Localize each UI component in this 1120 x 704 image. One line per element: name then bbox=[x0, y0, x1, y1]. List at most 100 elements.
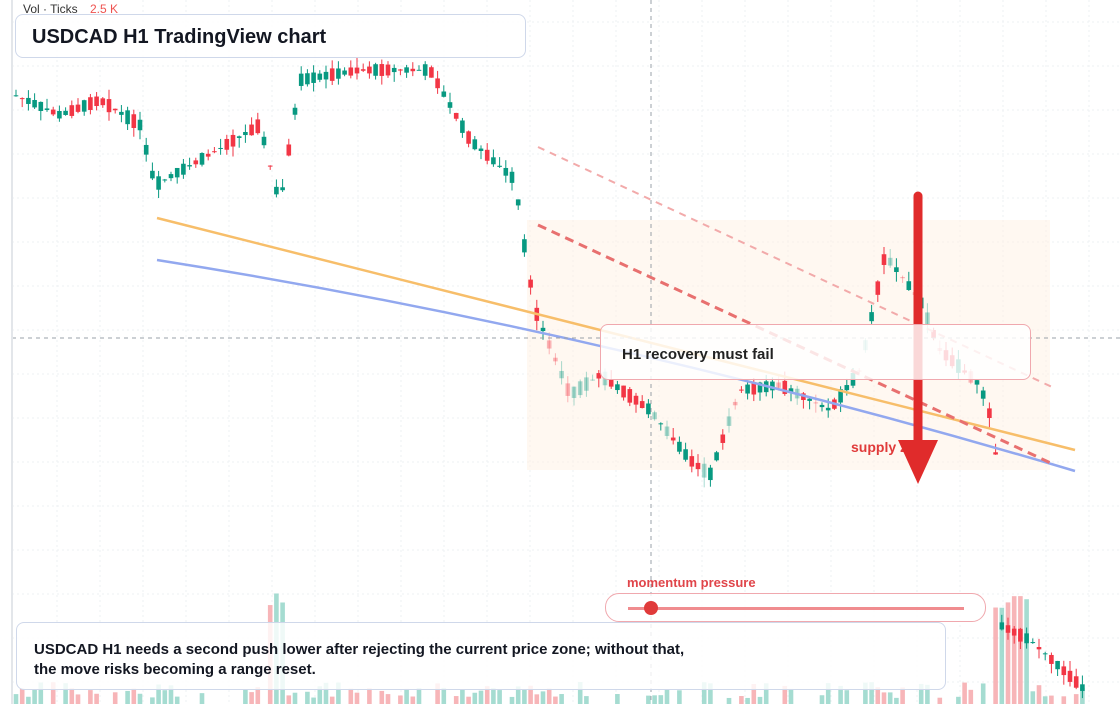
candle-body bbox=[1055, 660, 1060, 670]
candle-body bbox=[373, 64, 378, 76]
volume-bar bbox=[336, 682, 341, 704]
callout-box: H1 recovery must fail bbox=[600, 324, 1031, 380]
candle-body bbox=[590, 379, 595, 381]
candle-body bbox=[224, 138, 230, 150]
volume-bar bbox=[745, 697, 750, 704]
candle-body bbox=[546, 340, 552, 349]
volume-bar bbox=[460, 689, 465, 704]
volume-bar bbox=[348, 688, 354, 704]
candle-body bbox=[987, 408, 992, 419]
volume-bar bbox=[317, 686, 323, 704]
candle-body bbox=[1042, 653, 1048, 655]
volume-bar bbox=[782, 685, 788, 704]
volume-bar bbox=[559, 694, 564, 704]
volume-bar bbox=[32, 689, 37, 704]
candle-body bbox=[336, 68, 341, 79]
candle-body bbox=[732, 401, 738, 406]
volume-bar bbox=[763, 683, 769, 704]
candle-body bbox=[398, 69, 403, 71]
volume-bar bbox=[199, 693, 205, 704]
volume-bar bbox=[385, 694, 391, 704]
candle-body bbox=[658, 423, 664, 425]
candle-body bbox=[236, 136, 242, 138]
candle-body bbox=[825, 407, 831, 411]
volume-bar bbox=[38, 682, 44, 704]
volume-bar bbox=[94, 693, 99, 704]
title-box: USDCAD H1 TradingView chart bbox=[15, 14, 526, 58]
volume-bar bbox=[528, 685, 533, 704]
volume-bar bbox=[286, 695, 292, 704]
candle-body bbox=[75, 104, 81, 112]
volume-bar bbox=[478, 690, 484, 704]
volume-bar bbox=[788, 688, 794, 704]
candle-body bbox=[342, 70, 347, 75]
candle-body bbox=[385, 64, 391, 76]
candle-body bbox=[528, 279, 533, 288]
candle-body bbox=[621, 385, 626, 398]
candle-body bbox=[670, 437, 676, 441]
volume-bar bbox=[918, 683, 924, 704]
volume-bar bbox=[112, 692, 118, 704]
volume-bar bbox=[453, 696, 459, 704]
volume-bar bbox=[1036, 685, 1042, 704]
candle-body bbox=[695, 462, 701, 470]
candle-body bbox=[50, 109, 56, 115]
candle-body bbox=[807, 398, 812, 401]
candle-body bbox=[1030, 642, 1036, 644]
volume-bar bbox=[509, 696, 515, 704]
volume-bar bbox=[156, 684, 161, 704]
candle-body bbox=[348, 67, 354, 76]
volume-bar bbox=[410, 696, 416, 704]
candle-body bbox=[677, 441, 682, 452]
candle-body bbox=[639, 401, 645, 409]
candle-body bbox=[559, 370, 564, 379]
title: USDCAD H1 TradingView chart bbox=[32, 26, 327, 48]
volume-bar bbox=[19, 688, 25, 704]
candle-body bbox=[627, 389, 633, 403]
candle-body bbox=[652, 412, 657, 420]
volume-bar bbox=[311, 697, 316, 704]
volume-bar bbox=[125, 690, 130, 704]
candle-body bbox=[974, 380, 980, 385]
candle-body bbox=[993, 452, 998, 455]
candle-body bbox=[429, 67, 434, 78]
candle-body bbox=[633, 395, 639, 405]
candle-body bbox=[249, 124, 254, 136]
candle-body bbox=[906, 281, 912, 290]
candle-body bbox=[714, 452, 719, 461]
candle-body bbox=[522, 239, 527, 253]
volume-bar bbox=[664, 689, 670, 704]
volume-bar bbox=[1005, 602, 1011, 704]
candle-body bbox=[999, 622, 1005, 630]
candle-body bbox=[81, 100, 87, 112]
candle-body bbox=[683, 449, 688, 460]
candle-body bbox=[1049, 654, 1054, 664]
candle-body bbox=[472, 139, 478, 150]
candle-body bbox=[664, 426, 670, 436]
volume-bar bbox=[255, 687, 261, 704]
candle-body bbox=[410, 68, 416, 72]
candle-body bbox=[757, 382, 763, 393]
candle-body bbox=[168, 174, 174, 179]
volume-bar bbox=[323, 682, 329, 704]
candle-body bbox=[112, 108, 118, 111]
candle-body bbox=[776, 382, 781, 388]
candle-body bbox=[1067, 670, 1073, 682]
volume-bar bbox=[1061, 696, 1067, 704]
candle-body bbox=[267, 165, 273, 167]
candle-body bbox=[491, 157, 496, 165]
candle-body bbox=[1061, 666, 1067, 676]
volume-bar bbox=[354, 692, 360, 704]
candle-body bbox=[925, 312, 930, 325]
volume-bar bbox=[515, 686, 521, 704]
volume-bar bbox=[50, 682, 56, 704]
volume-bar bbox=[522, 689, 527, 704]
candle-body bbox=[571, 386, 577, 399]
volume-bar bbox=[962, 682, 967, 704]
volume-bar bbox=[757, 696, 763, 704]
candle-body bbox=[354, 67, 360, 74]
candle-body bbox=[466, 131, 471, 144]
volume-bar bbox=[577, 682, 583, 704]
candle-body bbox=[540, 327, 546, 332]
candle-body bbox=[782, 380, 788, 394]
